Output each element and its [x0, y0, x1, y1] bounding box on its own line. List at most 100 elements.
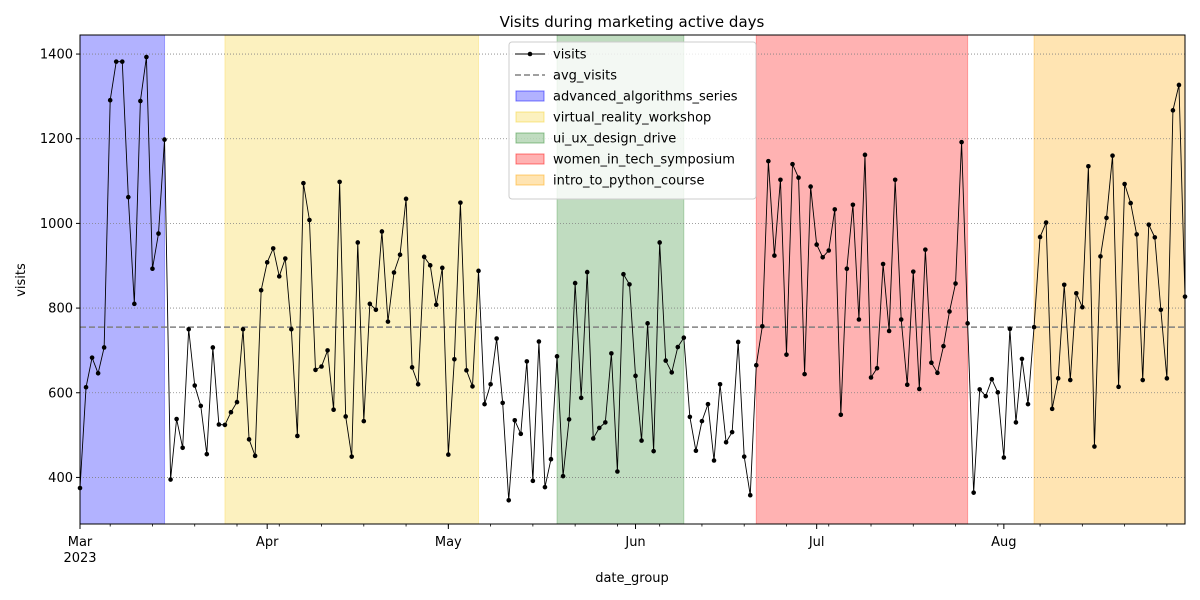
visits-point — [379, 229, 385, 234]
visits-point — [989, 376, 995, 382]
visits-point — [222, 422, 228, 428]
visits-point — [814, 242, 819, 247]
visits-point — [1104, 215, 1109, 221]
visits-point — [947, 309, 952, 314]
visits-point — [965, 321, 970, 326]
visits-point — [421, 254, 427, 260]
x-tick-label-aug: Aug — [991, 535, 1016, 550]
visits-point — [162, 137, 167, 142]
visits-point — [337, 179, 342, 185]
x-tick-label-jun: Jun — [624, 535, 645, 550]
visits-point — [446, 452, 451, 457]
visits-point — [89, 355, 95, 360]
visits-point — [663, 358, 669, 363]
visits-point — [826, 248, 832, 253]
visits-point — [403, 196, 409, 202]
visits-point — [729, 429, 735, 435]
visits-point — [246, 437, 252, 442]
visits-point — [1013, 420, 1019, 425]
visits-point — [790, 161, 795, 167]
visits-line — [79, 56, 1186, 501]
visits-point — [917, 386, 922, 392]
visits-point — [307, 217, 312, 223]
visits-point — [609, 351, 614, 356]
visits-point — [1086, 163, 1091, 169]
legend-advanced-algorithms-series-swatch — [515, 90, 545, 102]
legend-advanced-algorithms-series-label: advanced_algorithms_series — [553, 90, 738, 105]
visits-point — [935, 370, 940, 376]
visits-point — [892, 177, 898, 183]
visits-point — [427, 263, 433, 268]
visits-point — [524, 359, 530, 364]
visits-point — [1146, 222, 1152, 227]
y-tick-label-1200: 1200 — [40, 132, 73, 147]
visits-point — [198, 403, 204, 409]
visits-point — [1007, 326, 1013, 332]
visits-point — [276, 274, 282, 279]
visits-point — [735, 339, 741, 345]
visits-point — [216, 422, 222, 427]
visits-point — [1067, 377, 1073, 383]
visits-point — [669, 370, 675, 375]
visits-point — [772, 253, 777, 258]
visits-point — [439, 265, 445, 271]
visits-point — [186, 326, 191, 332]
visits-point — [470, 384, 475, 389]
visits-point — [844, 266, 850, 272]
visits-point — [325, 348, 330, 353]
visits-point — [929, 360, 934, 365]
visits-point — [415, 381, 421, 387]
visits-point — [941, 343, 946, 349]
visits-point — [107, 97, 113, 103]
visits-point — [500, 400, 505, 406]
visits-point — [868, 375, 874, 380]
visits-point — [240, 326, 246, 332]
visits-point — [512, 417, 518, 423]
visits-point — [144, 54, 149, 60]
plot-frame — [79, 34, 1186, 525]
visits-point — [778, 177, 783, 183]
y-tick-label-400: 400 — [48, 471, 73, 486]
visits-point — [1152, 235, 1158, 240]
visits-point — [113, 59, 119, 64]
visits-point — [1019, 356, 1025, 362]
visits-point — [367, 301, 373, 307]
visits-point — [168, 477, 173, 482]
visits-point — [313, 367, 318, 373]
visits-point — [464, 368, 469, 373]
visits-point — [802, 371, 807, 377]
x-tick-sublabel: 2023 — [63, 551, 96, 566]
visits-point — [210, 345, 216, 350]
visits-point — [560, 473, 566, 479]
visits-point — [1122, 181, 1127, 187]
visits-point — [331, 407, 336, 412]
visits-point — [150, 266, 155, 272]
x-tick-label-apr: Apr — [256, 535, 279, 550]
visits-point — [319, 364, 324, 369]
visits-point — [1061, 282, 1067, 288]
campaign-band-intro-to-python-course — [1033, 34, 1186, 525]
visits-point — [132, 301, 137, 307]
visits-point — [264, 260, 270, 265]
visits-point — [874, 365, 880, 371]
visits-point — [705, 401, 711, 407]
y-axis: 400 600 800 1000 1200 1400 — [40, 48, 80, 486]
y-tick-label-800: 800 — [48, 302, 73, 317]
visits-point — [373, 307, 379, 313]
x-tick-label-jul: Jul — [808, 535, 825, 550]
visits-point — [295, 433, 300, 439]
visits-point — [1092, 444, 1097, 449]
x-tick-label-may: May — [435, 535, 462, 550]
x-tick-label-mar: Mar — [68, 535, 93, 550]
visits-point — [1049, 406, 1055, 412]
visits-point — [1043, 220, 1049, 225]
visits-point — [687, 414, 693, 420]
visits-point — [542, 484, 548, 490]
visits-point — [1031, 324, 1037, 330]
visits-point — [753, 362, 759, 368]
visits-point — [506, 497, 512, 503]
visits-point — [1128, 200, 1133, 206]
series-layer — [77, 54, 1188, 503]
visits-point — [1116, 384, 1121, 390]
